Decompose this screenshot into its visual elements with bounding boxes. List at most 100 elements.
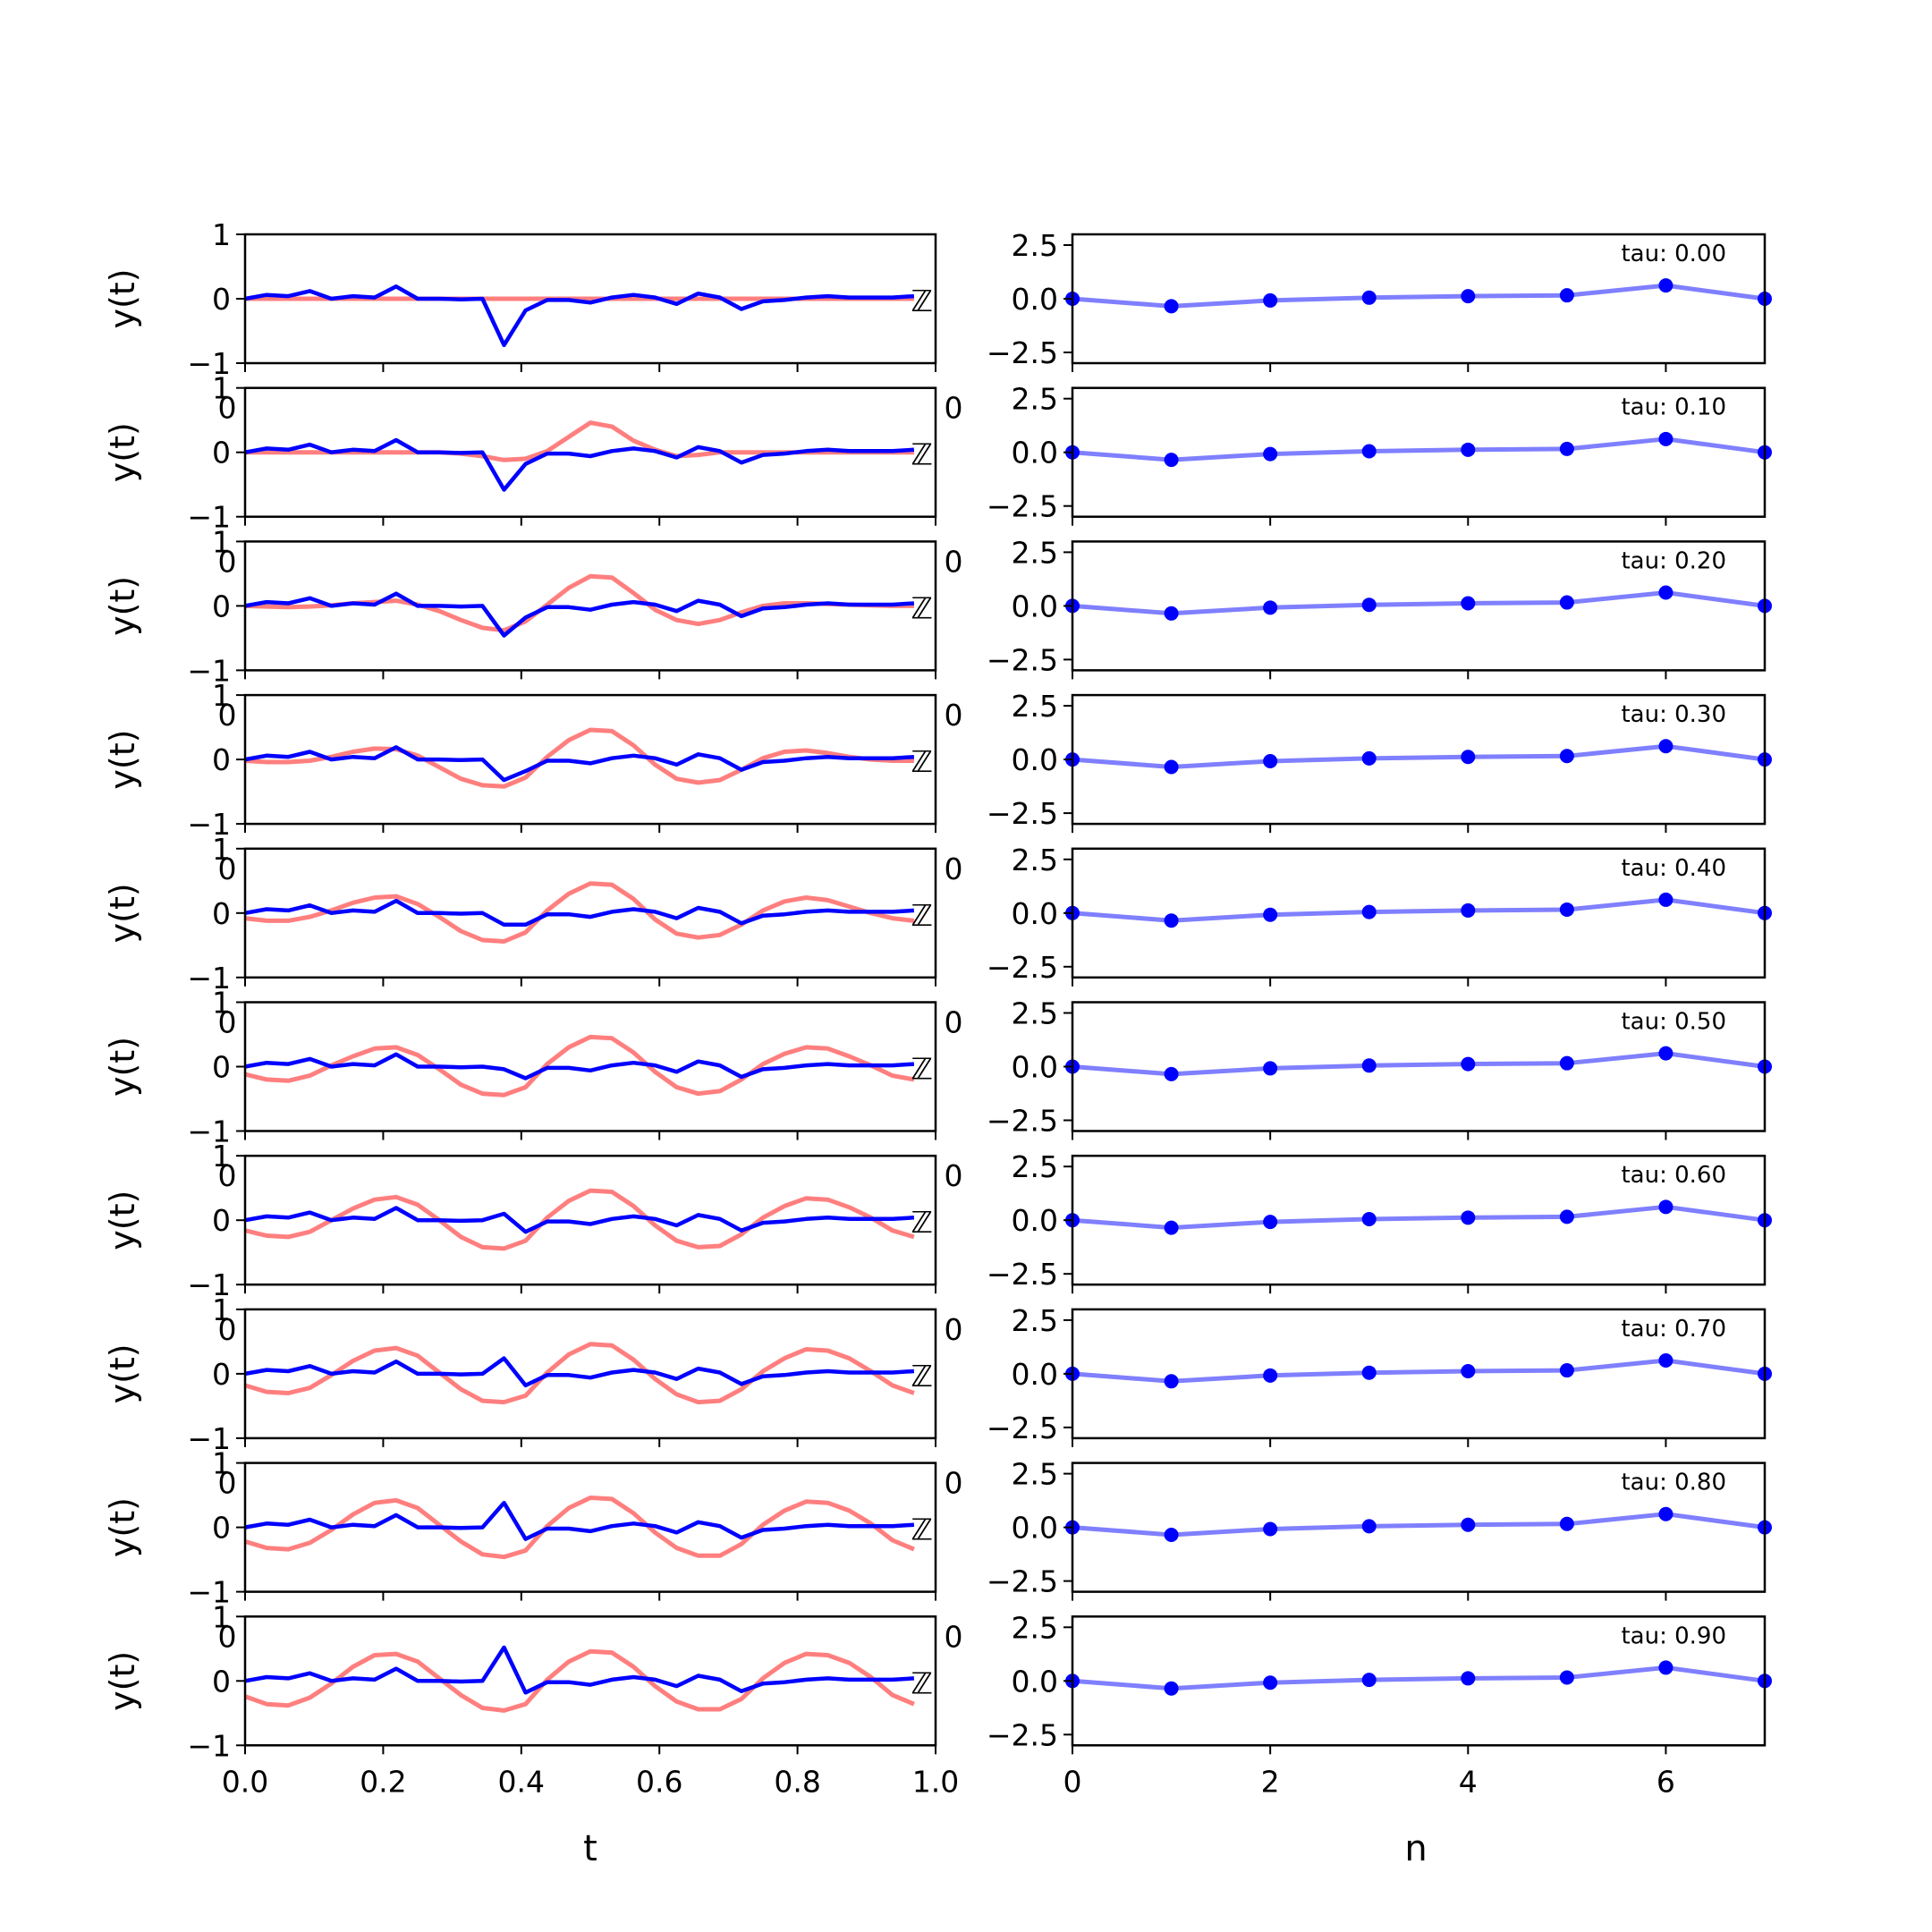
coefficient-point: [1559, 441, 1574, 456]
coefficient-point: [1361, 750, 1377, 766]
y-tick-label: −1: [187, 500, 231, 535]
stray-label: 0: [945, 698, 963, 733]
coefficient-point: [1361, 904, 1377, 919]
stray-label: 0: [945, 1619, 963, 1654]
y-axis-label: y(t): [103, 1343, 142, 1403]
y-axis-label: y(t): [103, 422, 142, 482]
tau-annotation: tau: 0.20: [1621, 547, 1726, 574]
stray-label: ℤ: [911, 1513, 933, 1547]
y-tick-label: −1: [187, 807, 231, 842]
x-tick-label: 0.8: [774, 1764, 820, 1799]
signal-line: [244, 1645, 915, 1695]
coefficient-line: [1072, 1665, 1766, 1691]
y-tick-label: 2.5: [1012, 382, 1058, 417]
coefficient-point: [1658, 739, 1674, 754]
coefficient-point: [1461, 1210, 1476, 1225]
y-axis-label: y(t): [103, 1037, 142, 1097]
stray-label: 0: [945, 1158, 963, 1193]
coefficient-point: [1559, 288, 1574, 303]
y-tick-label: 0: [212, 282, 231, 317]
coefficient-point: [1658, 1199, 1674, 1215]
coefficient-point: [1559, 1516, 1574, 1531]
y-tick-label: −2.5: [987, 950, 1058, 985]
coefficient-point: [1164, 1220, 1179, 1235]
stray-label: 0: [945, 544, 963, 579]
coefficient-point: [1263, 907, 1278, 922]
stray-label: 0: [218, 391, 237, 426]
x-tick-label: 6: [1657, 1764, 1675, 1799]
coefficient-line: [1072, 590, 1766, 616]
y-tick-label: 0.0: [1012, 1511, 1058, 1546]
coefficient-point: [1361, 290, 1377, 305]
stray-label: ℤ: [911, 1205, 933, 1240]
y-tick-label: 2.5: [1012, 1610, 1058, 1645]
y-tick-label: 2.5: [1012, 996, 1058, 1031]
coefficient-point: [1263, 1061, 1278, 1076]
coefficient-point: [1658, 1506, 1674, 1521]
signal-line: [244, 1500, 915, 1541]
tau-annotation: tau: 0.50: [1621, 1009, 1726, 1036]
y-tick-label: −1: [187, 1114, 231, 1149]
left-panel-grid: 10−1y(t) ℤ10−1y(t) ℤ0 010−1y(t) ℤ0 010−1y(t) ℤ…: [103, 217, 963, 1799]
left-subplot-7: 10−1y(t) ℤ0 0: [103, 1292, 963, 1456]
coefficient-point: [1361, 1673, 1377, 1688]
coefficient-point: [1461, 442, 1476, 457]
coefficient-line: [1072, 743, 1766, 769]
y-tick-label: −2.5: [987, 1564, 1058, 1599]
stray-label: 0: [945, 852, 963, 886]
coefficient-point: [1361, 444, 1377, 459]
coefficient-point: [1263, 1368, 1278, 1383]
y-axis-label: y(t): [103, 268, 142, 328]
coefficient-point: [1263, 446, 1278, 462]
coefficient-point: [1658, 585, 1674, 600]
right-subplot-8: 2.5 0.0 −2.5 tau: 0.80: [987, 1457, 1772, 1601]
left-x-axis-label: t: [583, 1828, 597, 1869]
signal-line: [244, 437, 915, 492]
y-tick-label: 1: [212, 217, 231, 252]
x-tick-label: 2: [1261, 1764, 1280, 1799]
y-axis-label: y(t): [103, 883, 142, 943]
tau-annotation: tau: 0.00: [1621, 241, 1726, 267]
stray-label: ℤ: [911, 590, 933, 625]
coefficient-point: [1361, 597, 1377, 613]
right-subplot-1: 2.5 0.0 −2.5 tau: 0.10: [987, 382, 1772, 526]
stray-label: ℤ: [911, 744, 933, 779]
coefficient-point: [1164, 606, 1179, 621]
y-tick-label: −2.5: [987, 1411, 1058, 1445]
y-tick-label: 1: [212, 678, 231, 713]
coefficient-point: [1263, 1675, 1278, 1690]
y-tick-label: −1: [187, 653, 231, 688]
y-axis-label: y(t): [103, 1191, 142, 1250]
y-tick-label: −1: [187, 1267, 231, 1302]
reference-line: [244, 727, 914, 789]
signal-line: [244, 745, 915, 783]
y-axis-label: y(t): [103, 730, 142, 790]
y-tick-label: 1: [212, 524, 231, 559]
y-tick-label: 2.5: [1012, 1457, 1058, 1492]
coefficient-point: [1559, 902, 1574, 917]
right-subplot-0: 2.5 0.0 −2.5 tau: 0.00: [987, 228, 1772, 372]
y-tick-label: 1: [212, 1292, 231, 1327]
right-x-axis-label: n: [1404, 1828, 1427, 1869]
y-tick-label: 0: [212, 589, 231, 623]
coefficient-point: [1559, 749, 1574, 764]
right-subplot-6: 2.5 0.0 −2.5 tau: 0.60: [987, 1149, 1772, 1294]
coefficient-point: [1361, 1058, 1377, 1073]
reference-line: [244, 1496, 915, 1560]
coefficient-point: [1164, 1681, 1179, 1696]
stray-label: 0: [218, 1619, 237, 1654]
stray-label: ℤ: [911, 1359, 933, 1394]
stray-label: ℤ: [911, 284, 933, 318]
y-tick-label: 0.0: [1012, 1664, 1058, 1699]
stray-label: 0: [945, 1312, 963, 1347]
y-tick-label: −2.5: [987, 489, 1058, 524]
stray-label: 0: [218, 1312, 237, 1347]
y-tick-label: 0: [212, 1357, 231, 1392]
y-tick-label: 0: [212, 1511, 231, 1546]
y-axis-label: y(t): [103, 576, 142, 636]
y-tick-label: −2.5: [987, 335, 1058, 370]
y-tick-label: −2.5: [987, 796, 1058, 831]
stray-label: 0: [218, 698, 237, 733]
